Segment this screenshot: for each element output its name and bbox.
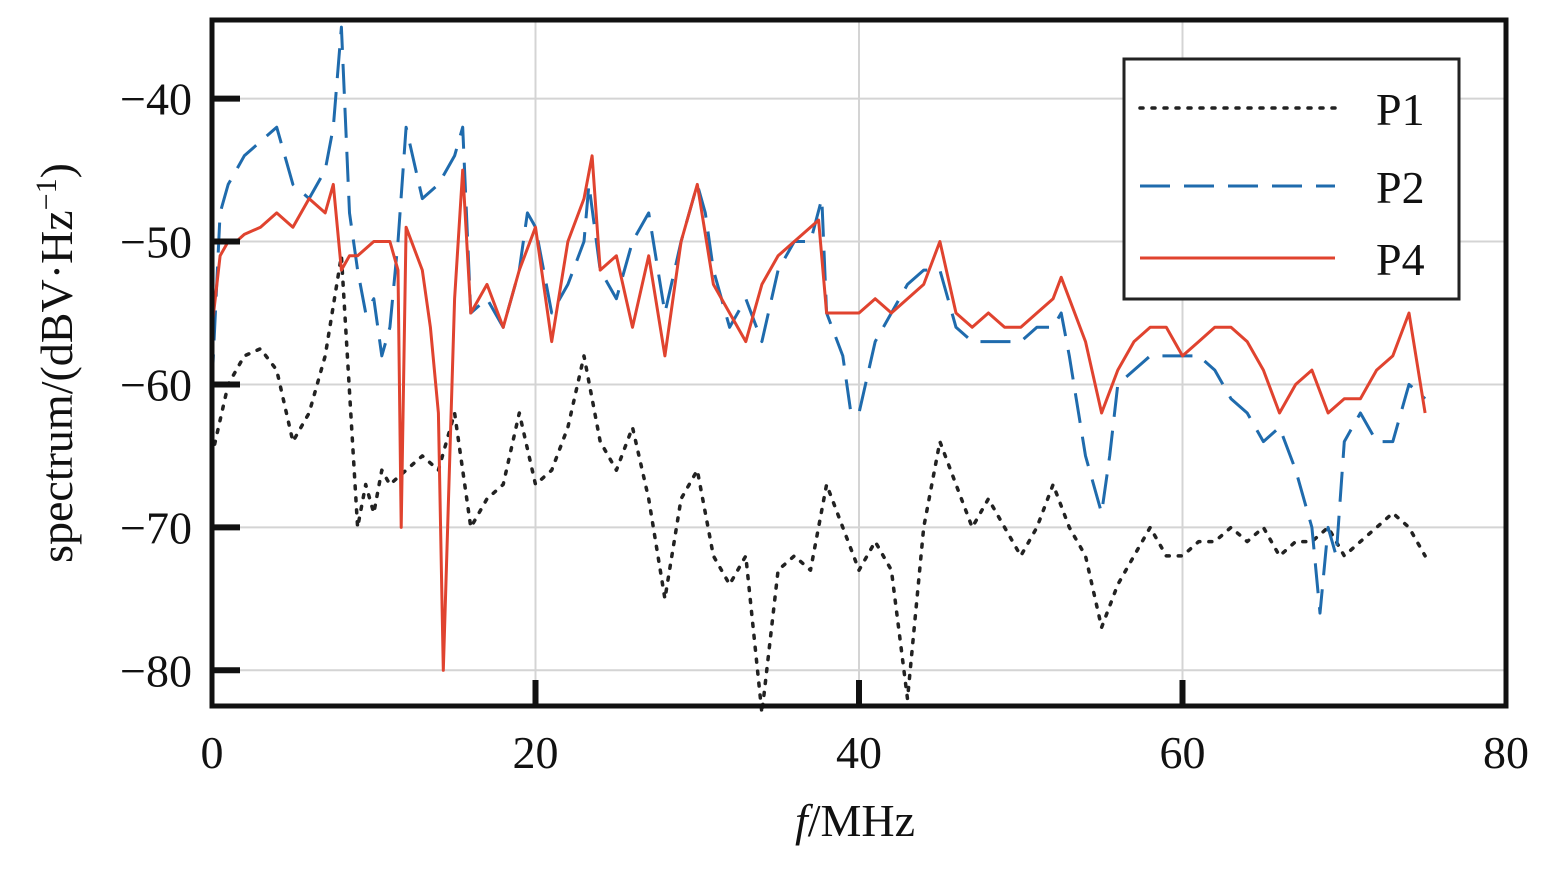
y-tick-label: −60 xyxy=(120,359,192,410)
y-tick-label: −40 xyxy=(120,74,192,125)
x-tick-label: 40 xyxy=(836,727,882,778)
y-axis-title: spectrum/(dBV·Hz−1) xyxy=(30,163,83,563)
legend-label-p1: P1 xyxy=(1376,84,1425,135)
axis-ticks: 0 20 40 60 80 −40 −50 −60 −70 −80 xyxy=(120,74,1529,778)
y-tick-label: −70 xyxy=(120,502,192,553)
x-tick-label: 80 xyxy=(1483,727,1529,778)
x-tick-label: 20 xyxy=(513,727,559,778)
series-lines xyxy=(210,25,1427,715)
y-tick-label: −50 xyxy=(120,217,192,268)
x-axis-title: f/MHz xyxy=(795,795,915,846)
x-tick-label: 60 xyxy=(1160,727,1206,778)
series-line-p4 xyxy=(210,154,1427,672)
legend: P1 P2 P4 xyxy=(1122,57,1461,301)
y-tick-label: −80 xyxy=(120,645,192,696)
plot-frame xyxy=(209,17,1509,709)
legend-label-p4: P4 xyxy=(1376,234,1425,285)
x-tick-label: 0 xyxy=(201,727,224,778)
legend-label-p2: P2 xyxy=(1376,162,1425,213)
series-line-p1 xyxy=(210,254,1427,715)
series-line-p2 xyxy=(210,25,1427,615)
